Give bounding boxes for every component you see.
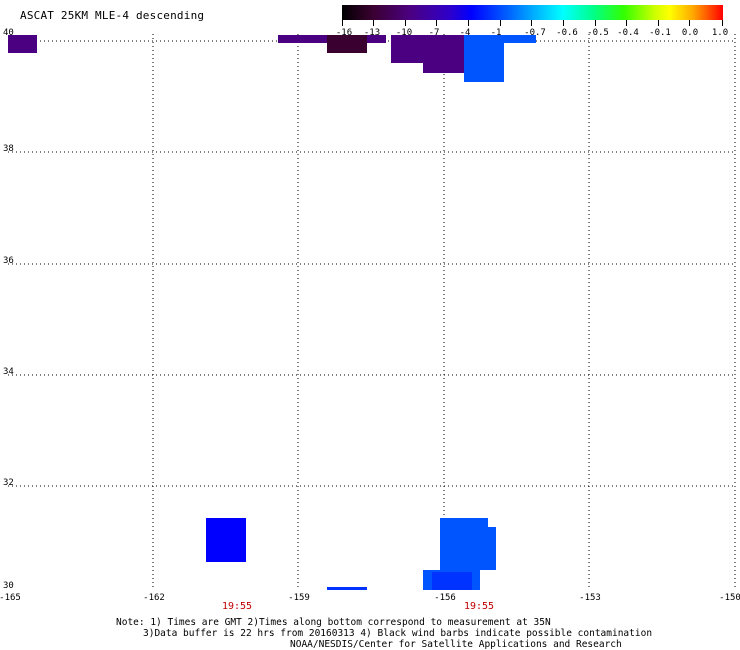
colorbar-label: 0.0 [681,28,699,38]
colorbar-label: -7 [428,28,440,38]
note-line: 3)Data buffer is 22 hrs from 20160313 4)… [143,628,653,639]
x-axis-label: -162 [143,593,165,603]
colorbar-ticks [342,20,723,26]
note-line: Note: 1) Times are GMT 2)Times along bot… [116,617,551,628]
colorbar-label: -1 [490,28,502,38]
colorbar-label: -16 [335,28,353,38]
x-axis-label: -165 [0,593,21,603]
data-cell [464,35,504,82]
colorbar-label: -10 [395,28,413,38]
time-label: 19:55 [463,601,495,612]
data-cell [423,55,465,73]
colorbar-label: -0.4 [617,28,639,38]
data-cell [327,587,367,590]
x-axis-label: -156 [434,593,456,603]
y-axis-label: 40 [3,28,14,38]
x-axis-label: -159 [288,593,310,603]
grid-lines [8,34,736,590]
colorbar-label: -0.7 [524,28,546,38]
x-axis-label: -153 [579,593,601,603]
data-cell [8,35,37,53]
note-line: NOAA/NESDIS/Center for Satellite Applica… [290,639,622,650]
colorbar-label: -13 [363,28,381,38]
y-axis-label: 38 [3,144,14,154]
data-cell [206,518,246,562]
colorbar [342,5,723,20]
colorbar-label: -0.5 [587,28,609,38]
colorbar-label: -0.6 [556,28,578,38]
y-axis-label: 34 [3,367,14,377]
y-axis-label: 36 [3,256,14,266]
colorbar-label: -4 [459,28,471,38]
data-cell [440,527,496,570]
map-title: ASCAT 25KM MLE-4 descending [20,9,205,22]
data-cell [432,572,472,590]
colorbar-label: -0.1 [649,28,671,38]
time-label: 19:55 [221,601,253,612]
y-axis-label: 32 [3,478,14,488]
data-cell [327,35,367,53]
colorbar-label: 1.0 [711,28,729,38]
x-axis-label: -150 [719,593,740,603]
y-axis-label: 30 [3,581,14,591]
